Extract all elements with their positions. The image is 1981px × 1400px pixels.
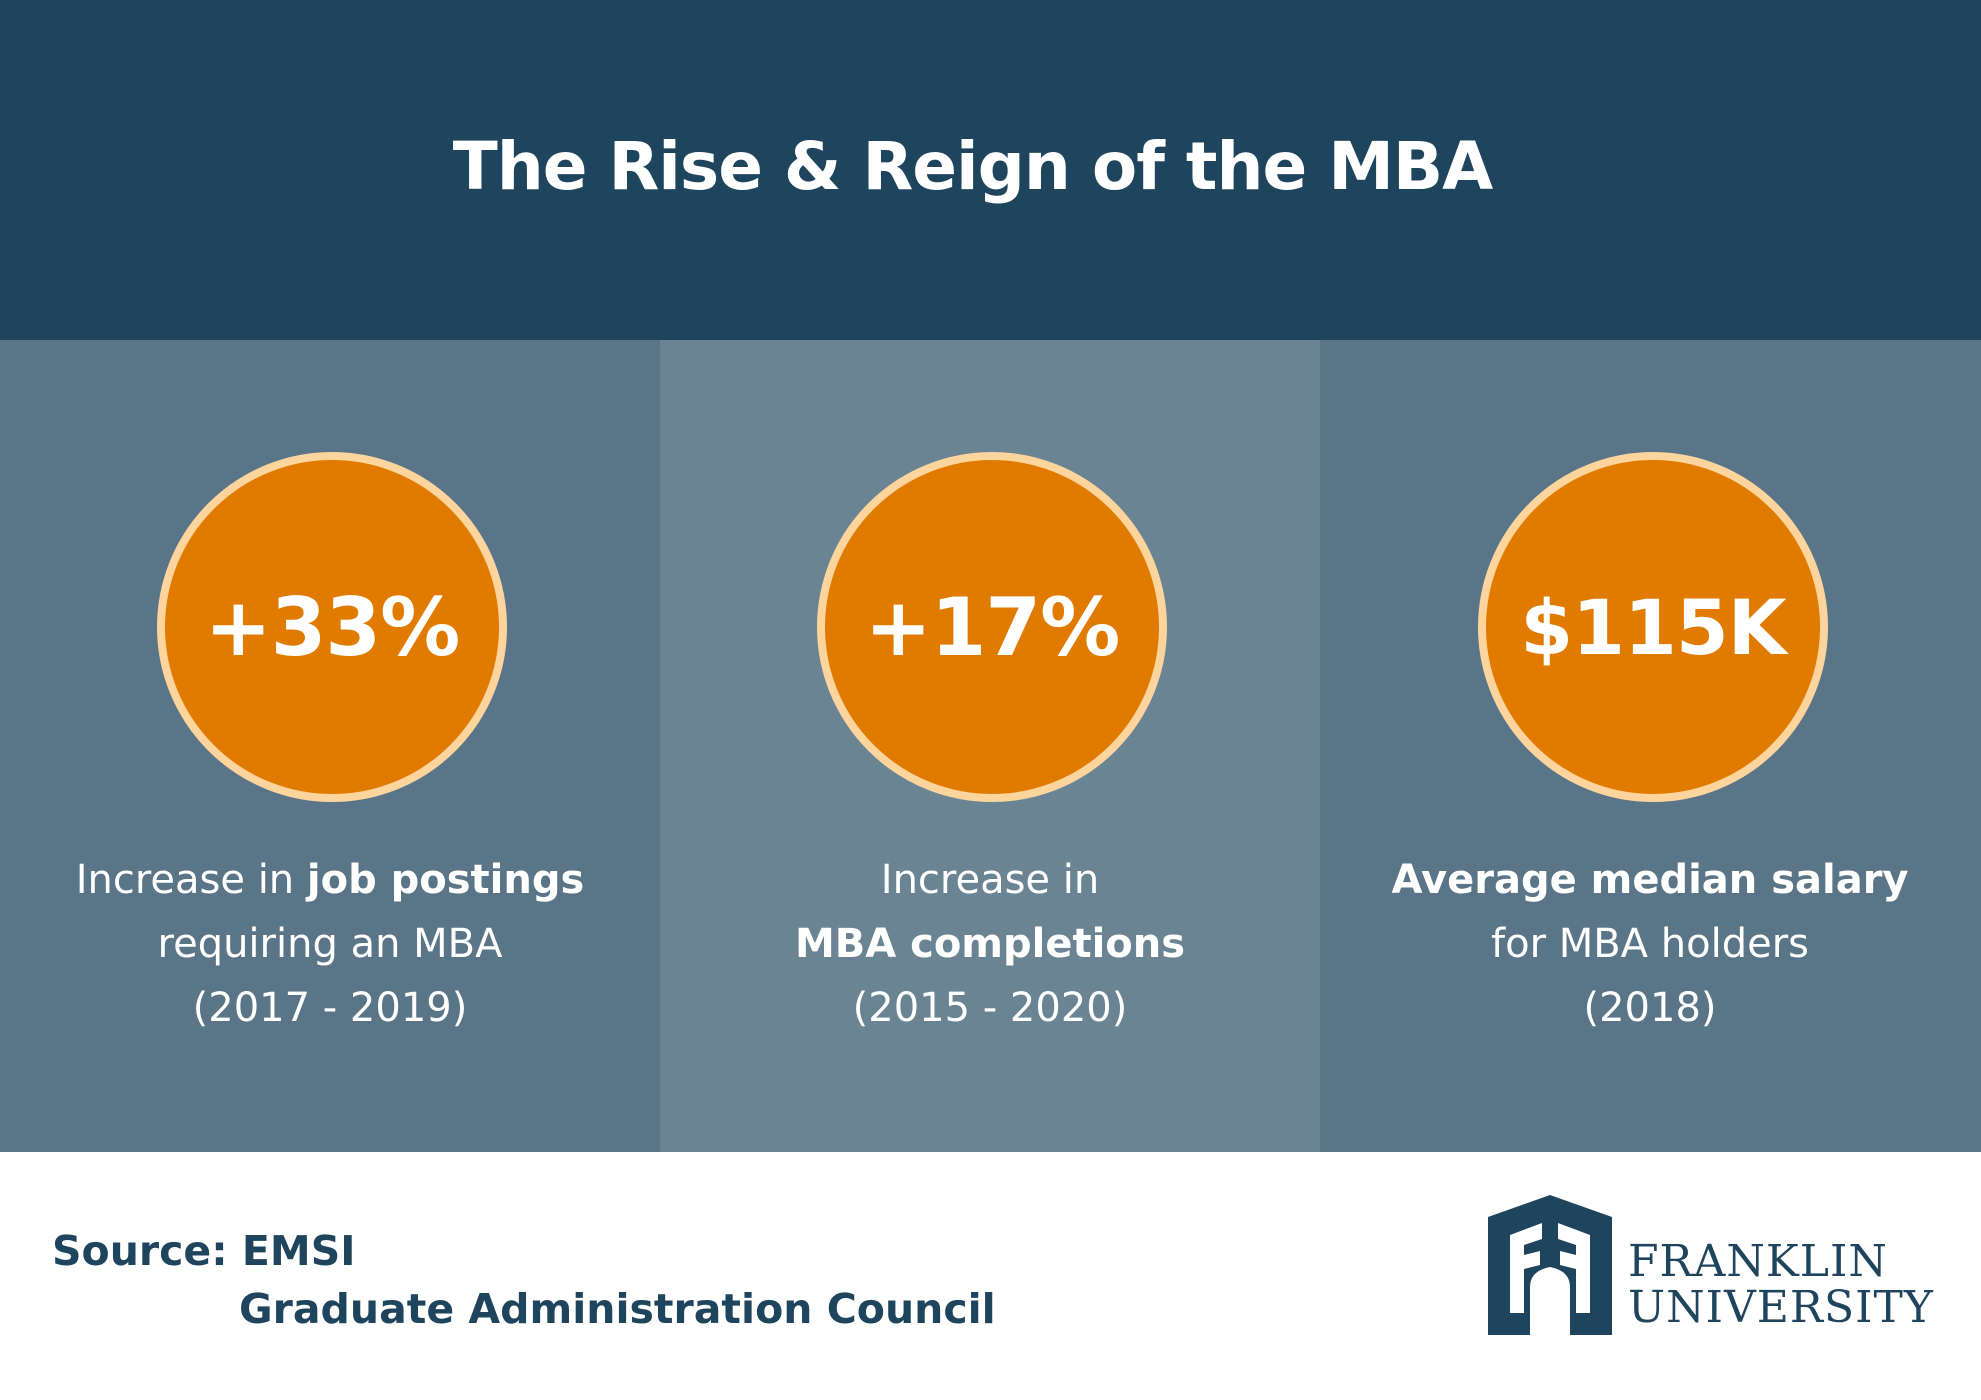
logo-line-franklin: FRANKLIN [1628, 1236, 1888, 1287]
stat-value: +17% [864, 580, 1121, 674]
caption-text: Increase in [75, 857, 307, 903]
source-credits: Source: EMSI Graduate Administration Cou… [52, 1222, 996, 1338]
logo-line-university: UNIVERSITY [1628, 1282, 1934, 1333]
stat-value: $115K [1520, 582, 1786, 672]
caption-date-range: (2017 - 2019) [192, 985, 468, 1031]
caption-line: Increase in job postings [20, 848, 640, 912]
logo-wordmark: FRANKLIN UNIVERSITY [1628, 1239, 1934, 1331]
stat-circle-median-salary: $115K [1478, 452, 1828, 802]
stats-section: +33% +17% $115K Increase in job postings… [0, 340, 1981, 1152]
stat-caption-job-postings: Increase in job postings requiring an MB… [20, 848, 640, 1040]
franklin-university-logo: FRANKLIN UNIVERSITY [1488, 1195, 1933, 1340]
caption-emphasis: Average median salary [1391, 857, 1909, 903]
source-line: Source: EMSI [52, 1222, 996, 1280]
caption-date-range: (2015 - 2020) [852, 985, 1128, 1031]
source-gac: Graduate Administration Council [239, 1285, 996, 1333]
caption-line: for MBA holders [1491, 921, 1809, 967]
source-emsi: EMSI [241, 1227, 356, 1275]
stat-caption-mba-completions: Increase in MBA completions (2015 - 2020… [680, 848, 1300, 1040]
caption-line: Increase in [880, 857, 1100, 903]
source-label: Source: [52, 1227, 242, 1275]
franklin-arch-logo-icon [1488, 1195, 1612, 1335]
stat-value: +33% [204, 580, 461, 674]
caption-date-range: (2018) [1583, 985, 1717, 1031]
stat-circle-job-postings: +33% [157, 452, 507, 802]
page-title: The Rise & Reign of the MBA [452, 128, 1494, 205]
header-banner: The Rise & Reign of the MBA [0, 0, 1981, 340]
caption-line: requiring an MBA [157, 921, 503, 967]
caption-emphasis: job postings [306, 857, 585, 903]
stat-caption-median-salary: Average median salary for MBA holders (2… [1340, 848, 1960, 1040]
caption-emphasis: MBA completions [794, 921, 1186, 967]
stat-circle-mba-completions: +17% [817, 452, 1167, 802]
